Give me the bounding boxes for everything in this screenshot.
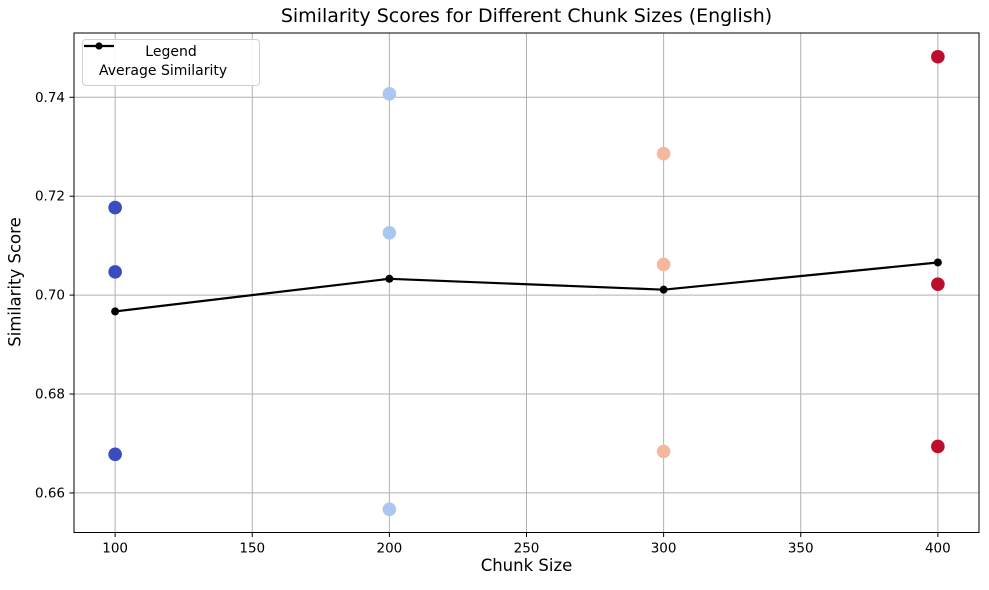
- scatter-points: [108, 49, 945, 517]
- y-axis-label: Similarity Score: [5, 217, 25, 347]
- legend-title: Legend: [145, 44, 197, 60]
- grid-lines: [74, 33, 979, 533]
- legend-entry-average-similarity: Average Similarity: [84, 42, 251, 79]
- scatter-point-chunk-300: [656, 146, 671, 161]
- x-tick-label: 350: [788, 541, 814, 557]
- x-tick-label: 150: [239, 541, 265, 557]
- legend-entry-label: Average Similarity: [99, 63, 228, 79]
- x-tick-label: 400: [925, 541, 951, 557]
- scatter-point-chunk-400: [931, 439, 945, 454]
- x-tick-label: 100: [102, 541, 128, 557]
- y-tick-label: 0.68: [35, 387, 65, 403]
- average-line-marker: [111, 307, 120, 316]
- scatter-point-chunk-400: [931, 277, 945, 292]
- scatter-point-chunk-300: [656, 444, 671, 459]
- chart-title: Similarity Scores for Different Chunk Si…: [280, 5, 773, 27]
- scatter-point-chunk-100: [108, 265, 122, 279]
- scatter-point-chunk-200: [382, 502, 397, 517]
- x-tick-label: 200: [376, 541, 402, 557]
- average-line-marker: [659, 285, 668, 294]
- y-tick-label: 0.74: [35, 90, 65, 106]
- x-axis-label: Chunk Size: [480, 556, 573, 575]
- legend: Legend Average Similarity: [82, 39, 260, 86]
- average-line-marker: [385, 274, 394, 283]
- scatter-point-chunk-300: [656, 257, 671, 272]
- average-similarity-line: [111, 258, 942, 316]
- x-tick-label: 250: [514, 541, 540, 557]
- y-tick-label: 0.70: [35, 288, 65, 304]
- average-line-path: [115, 261, 938, 313]
- scatter-point-chunk-100: [108, 200, 122, 215]
- y-tick-label: 0.72: [35, 189, 65, 205]
- scatter-point-chunk-200: [382, 226, 397, 240]
- scatter-point-chunk-200: [382, 87, 397, 101]
- x-tick-label: 300: [651, 541, 677, 557]
- y-axis-ticks: 0.66 0.68 0.70 0.72 0.74: [35, 90, 74, 501]
- y-tick-label: 0.66: [35, 485, 65, 501]
- scatter-point-chunk-100: [108, 447, 122, 462]
- x-axis-ticks: 100 150 200 250 300 350 400: [102, 532, 951, 557]
- average-line-marker: [933, 258, 942, 267]
- scatter-point-chunk-400: [931, 49, 945, 64]
